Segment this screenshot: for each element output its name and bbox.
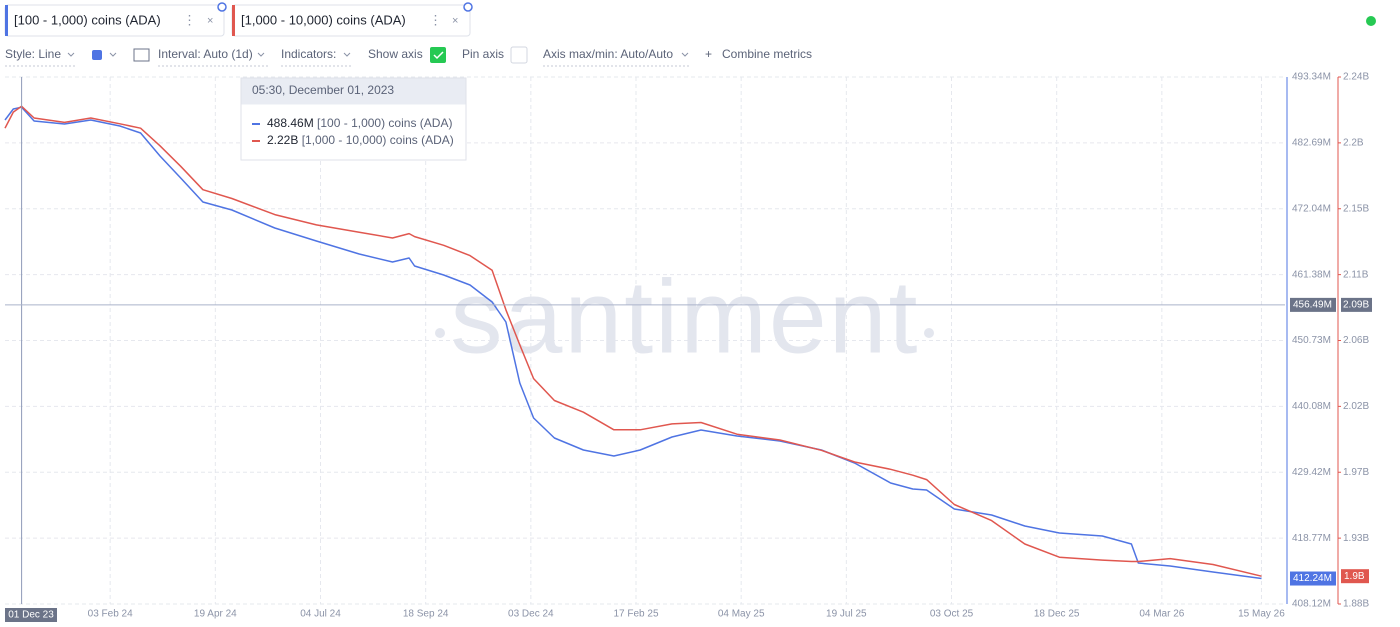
last-value-badge <box>1341 569 1369 584</box>
pin-axis-checkbox[interactable] <box>510 46 528 64</box>
crosshair-badge <box>1290 297 1336 312</box>
tab-color <box>5 5 8 36</box>
tab-close: × <box>207 15 213 27</box>
crosshair-badge <box>1341 297 1372 312</box>
chevron <box>681 52 689 57</box>
tab-label: [1,000 - 10,000) coins (ADA) <box>241 12 406 27</box>
tooltip-name: [1,000 - 10,000) coins (ADA) <box>302 133 454 147</box>
y2-tick-label: 2.24B <box>1343 72 1369 83</box>
status-dot <box>1366 16 1376 26</box>
y2-tick-label: 2.2B <box>1343 138 1364 149</box>
watermark-dot <box>435 328 445 338</box>
x-tick-label: 18 Dec 25 <box>1034 609 1080 620</box>
y2-tick-label: 1.97B <box>1343 467 1369 478</box>
show-axis-label: Show axis <box>368 47 423 61</box>
tab-menu: ⋮ <box>183 12 196 27</box>
x-tick-label: 03 Oct 25 <box>930 609 974 620</box>
tooltip-name: [100 - 1,000) coins (ADA) <box>317 116 452 130</box>
toolbar: Style: Line Interval: Auto (1d) Indicato… <box>5 46 812 67</box>
y-tick-label: 482.69M <box>1292 138 1331 149</box>
chevron <box>343 52 351 57</box>
ruler-icon <box>133 48 150 62</box>
x-tick-label: 17 Feb 25 <box>613 609 658 620</box>
tab-color <box>232 5 235 36</box>
x-tick-label: 04 Mar 26 <box>1139 609 1184 620</box>
color-picker[interactable] <box>92 50 102 60</box>
tooltip-header <box>241 78 466 105</box>
x-tick-label: 19 Apr 24 <box>194 609 237 620</box>
y2-tick-label: 1.93B <box>1343 533 1369 544</box>
y2-tick-label: 2.06B <box>1343 335 1369 346</box>
tooltip-value: 2.22B <box>267 133 298 147</box>
y-tick-label: 472.04M <box>1292 203 1331 214</box>
y2-tick-label: 2.15B <box>1343 203 1369 214</box>
x-tick-label: 03 Feb 24 <box>88 609 133 620</box>
y-tick-label: 461.38M <box>1292 269 1331 280</box>
tooltip-title: 05:30, December 01, 2023 <box>252 83 394 97</box>
crosshair-y-label: 456.49M <box>1293 300 1332 311</box>
x-tick-label: 18 Sep 24 <box>403 609 449 620</box>
y-tick-label: 429.42M <box>1292 467 1331 478</box>
tab-label: [100 - 1,000) coins (ADA) <box>14 12 161 27</box>
y-tick-label: 408.12M <box>1292 599 1331 610</box>
tooltip-row: 2.22B [1,000 - 10,000) coins (ADA) <box>267 133 454 147</box>
y-tick-label: 440.08M <box>1292 401 1331 412</box>
crosshair-y2-label: 2.09B <box>1343 300 1369 311</box>
tab-close: × <box>452 15 458 27</box>
y-tick-label: 450.73M <box>1292 335 1331 346</box>
tooltip-row: 488.46M [100 - 1,000) coins (ADA) <box>267 116 452 130</box>
x-tick-label: 04 May 25 <box>718 609 765 620</box>
metric-tab[interactable]: [100 - 1,000) coins (ADA) ⋮ × <box>4 2 227 37</box>
tab-settings <box>217 2 227 12</box>
tab-menu: ⋮ <box>429 12 442 27</box>
tooltip: 05:30, December 01, 2023 488.46M [100 - 1… <box>240 77 467 161</box>
tooltip-value: 488.46M <box>267 116 314 130</box>
crosshair-x-label: 01 Dec 23 <box>8 610 54 621</box>
y2-tick-label: 2.02B <box>1343 401 1369 412</box>
chevron <box>257 52 265 57</box>
chevron <box>109 52 117 57</box>
plot: 408.12M 418.77M 429.42M 440.08M 450.73M 461.3… <box>4 72 1372 622</box>
x-tick-label: 04 Jul 24 <box>300 609 341 620</box>
plus-icon: + <box>705 47 712 61</box>
y2-tick-label: 2.11B <box>1343 269 1369 280</box>
y-tick-label: 418.77M <box>1292 533 1331 544</box>
tab-settings <box>463 2 473 12</box>
crosshair-badge <box>5 608 57 622</box>
y-tick-label: 493.34M <box>1292 72 1331 83</box>
checkmark <box>433 51 444 60</box>
pin-axis-label: Pin axis <box>462 47 504 61</box>
last-value-badge <box>1290 571 1336 586</box>
metric-tab[interactable]: [1,000 - 10,000) coins (ADA) ⋮ × <box>231 2 473 37</box>
indicators-select[interactable]: Indicators: <box>281 47 336 61</box>
show-axis-checkbox[interactable] <box>430 47 446 63</box>
chevron <box>67 52 75 57</box>
axis-minmax-select[interactable]: Axis max/min: Auto/Auto <box>543 47 673 61</box>
y2-tick-label: 1.88B <box>1343 599 1369 610</box>
watermark-dot <box>924 328 934 338</box>
last-value-label: 412.24M <box>1293 573 1332 584</box>
x-tick-label: 03 Dec 24 <box>508 609 554 620</box>
series-line <box>4 105 1262 577</box>
combine-metrics[interactable]: Combine metrics <box>722 47 812 61</box>
last-value-label: 1.9B <box>1344 571 1365 582</box>
style-select[interactable]: Style: Line <box>5 47 61 61</box>
x-tick-label: 15 May 26 <box>1238 609 1285 620</box>
interval-select[interactable]: Interval: Auto (1d) <box>158 47 253 61</box>
watermark: santiment <box>451 259 920 375</box>
series-line <box>4 106 1262 580</box>
x-tick-label: 19 Jul 25 <box>826 609 867 620</box>
